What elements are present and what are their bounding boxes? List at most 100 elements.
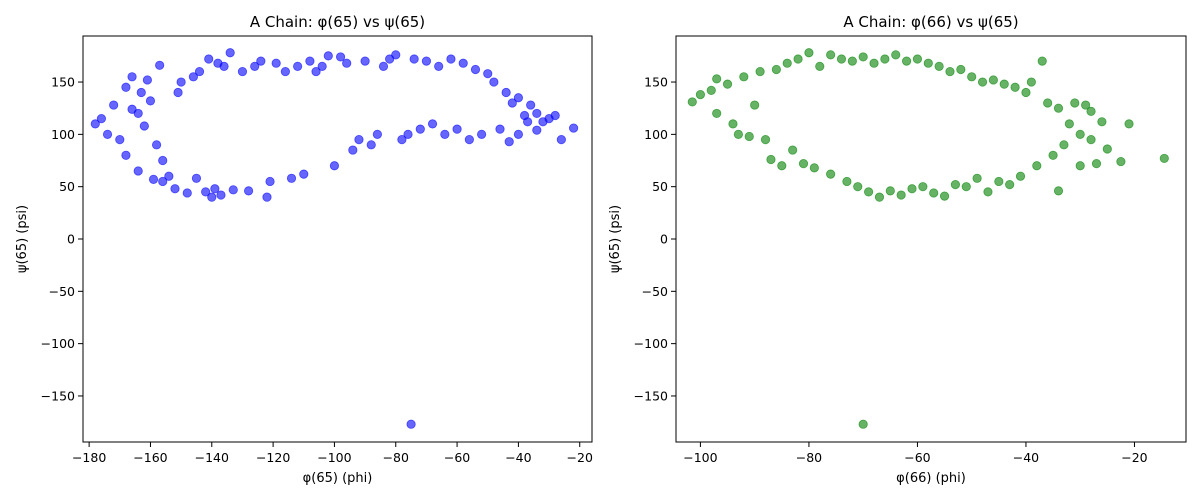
y-tick-label: −100 (41, 336, 75, 351)
scatter-point (782, 58, 792, 68)
scatter-point (568, 123, 579, 133)
scatter-point (853, 182, 863, 192)
scatter-point (918, 182, 928, 192)
scatter-point (378, 61, 389, 71)
scatter-point (1032, 161, 1042, 171)
scatter-point (210, 184, 220, 194)
scatter-point (109, 100, 119, 110)
y-tick-label: −50 (642, 284, 668, 299)
scatter-point (397, 134, 407, 145)
points-right (687, 48, 1169, 429)
scatter-point (896, 190, 906, 200)
y-tick-label: −150 (634, 388, 668, 403)
scatter-point (777, 161, 787, 171)
scatter-point (907, 184, 917, 194)
y-ticks-right: −150 −100 −50 0 50 100 150 (634, 75, 676, 403)
scatter-point (1086, 134, 1096, 145)
scatter-point (286, 173, 297, 183)
scatter-point (158, 176, 168, 187)
scatter-point (372, 129, 382, 139)
x-tick-label: −180 (72, 450, 106, 465)
y-tick-label: −150 (41, 388, 75, 403)
y-tick-label: 0 (67, 232, 75, 247)
scatter-point (766, 154, 776, 165)
scatter-point (458, 58, 468, 68)
scatter-point (170, 184, 180, 194)
scatter-point (237, 66, 248, 77)
scatter-point (712, 108, 722, 119)
scatter-point (360, 56, 370, 66)
scatter-point (477, 129, 487, 139)
scatter-point (329, 161, 340, 171)
chart-right: −100 −80 −60 −40 −20 −150 −100 −50 0 50 100 150 A … (608, 13, 1187, 486)
scatter-point (1010, 82, 1020, 92)
scatter-point (280, 66, 290, 77)
scatter-point (335, 52, 346, 62)
y-tick-label: 50 (652, 179, 668, 194)
scatter-point (182, 188, 192, 198)
scatter-point (1059, 140, 1069, 150)
scatter-point (1075, 129, 1085, 139)
chart-title-left: A Chain: φ(65) vs ψ(65) (250, 13, 425, 31)
scatter-point (798, 159, 809, 169)
scatter-point (495, 124, 505, 134)
scatter-point (869, 58, 879, 68)
scatter-point (739, 72, 749, 82)
scatter-point (434, 61, 444, 71)
scatter-point (225, 48, 235, 58)
scatter-point (939, 191, 950, 201)
x-axis-label-right: φ(66) (phi) (896, 471, 966, 486)
scatter-point (1124, 119, 1134, 129)
scatter-point (1086, 106, 1096, 116)
x-tick-label: −40 (1013, 450, 1039, 465)
scatter-point (771, 64, 781, 75)
scatter-point (250, 61, 260, 71)
scatter-point (556, 134, 566, 145)
scatter-point (446, 54, 456, 64)
scatter-point (885, 186, 895, 196)
plot-area-left (83, 36, 592, 442)
scatter-point (956, 64, 966, 75)
scatter-point (550, 110, 560, 121)
scatter-point (127, 72, 137, 82)
scatter-point (204, 54, 214, 64)
scatter-point (483, 69, 493, 79)
scatter-point (1081, 100, 1091, 110)
scatter-point (864, 187, 874, 197)
scatter-point (403, 129, 413, 139)
scatter-point (219, 61, 229, 71)
scatter-point (262, 192, 272, 202)
scatter-point (1048, 150, 1058, 160)
scatter-point (366, 140, 376, 150)
scatter-point (967, 72, 977, 82)
scatter-point (470, 64, 481, 75)
scatter-point (501, 87, 511, 98)
scatter-point (733, 129, 743, 139)
scatter-point (136, 87, 146, 98)
scatter-point (96, 114, 107, 124)
scatter-point (961, 182, 971, 192)
scatter-point (133, 108, 143, 119)
scatter-point (201, 187, 211, 197)
scatter-point (391, 50, 401, 60)
y-tick-label: 100 (644, 127, 668, 142)
scatter-point (145, 96, 156, 106)
x-tick-label: −80 (796, 450, 822, 465)
scatter-point (826, 50, 836, 60)
y-tick-label: 50 (59, 179, 75, 194)
scatter-point (874, 192, 885, 202)
scatter-point (994, 176, 1004, 187)
scatter-point (216, 190, 226, 200)
scatter-point (815, 61, 825, 71)
plot-area-right (676, 36, 1186, 442)
scatter-point (744, 131, 754, 142)
scatter-point (532, 125, 542, 135)
scatter-point (228, 185, 238, 195)
y-ticks-left: −150 −100 −50 0 50 100 150 (41, 75, 83, 403)
scatter-point (489, 77, 499, 87)
scatter-point (1075, 161, 1085, 171)
scatter-point (880, 54, 890, 64)
scatter-point (173, 87, 183, 98)
scatter-point (348, 145, 358, 155)
